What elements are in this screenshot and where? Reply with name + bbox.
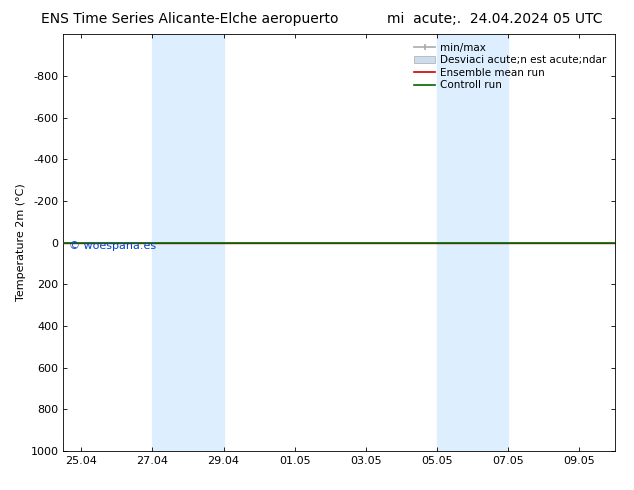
Text: ENS Time Series Alicante-Elche aeropuerto: ENS Time Series Alicante-Elche aeropuert… (41, 12, 339, 26)
Text: mi  acute;.  24.04.2024 05 UTC: mi acute;. 24.04.2024 05 UTC (387, 12, 602, 26)
Legend: min/max, Desviaci acute;n est acute;ndar, Ensemble mean run, Controll run: min/max, Desviaci acute;n est acute;ndar… (411, 40, 610, 94)
Y-axis label: Temperature 2m (°C): Temperature 2m (°C) (16, 184, 27, 301)
Bar (437, 34, 508, 451)
Text: © woespana.es: © woespana.es (69, 241, 156, 251)
Bar (152, 34, 224, 451)
